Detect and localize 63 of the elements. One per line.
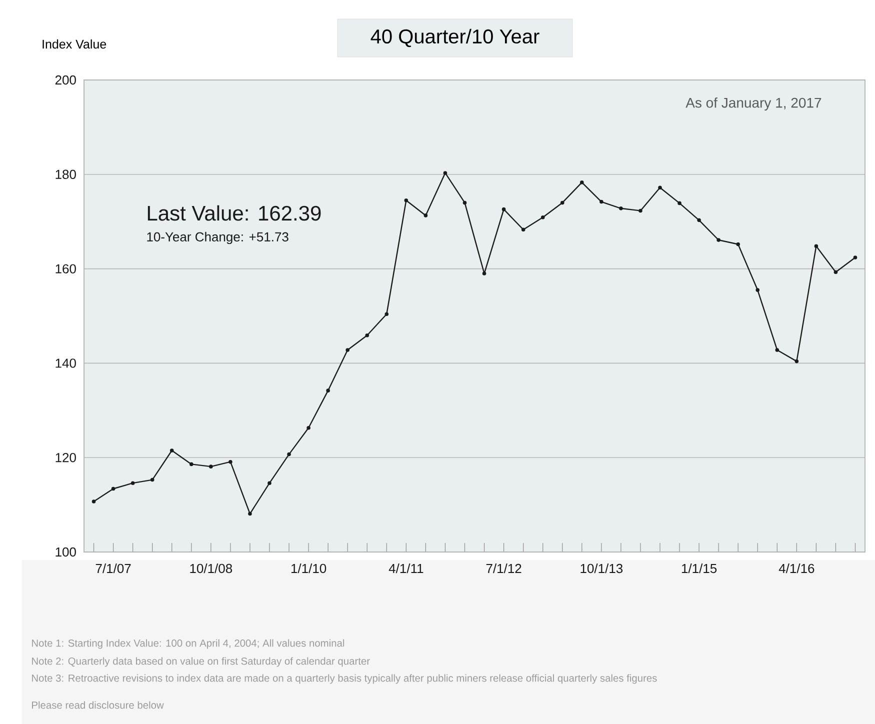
- y-tick-label: 100: [56, 547, 76, 557]
- point: [482, 272, 486, 276]
- point: [443, 171, 448, 175]
- point: [794, 359, 799, 364]
- y-tick-label: 120: [56, 452, 76, 462]
- x-tick-label: 1/1/15: [682, 564, 717, 574]
- text: Please read disclosure below: [32, 701, 164, 709]
- point: [346, 348, 350, 352]
- annotation: Last Value: 162.39: [148, 205, 321, 221]
- point: [521, 228, 526, 232]
- point: [404, 198, 408, 202]
- point: [248, 512, 252, 516]
- x-tick-label: 10/1/08: [190, 564, 232, 574]
- point: [697, 218, 701, 222]
- point: [462, 200, 467, 205]
- x-tick-label: 7/1/12: [486, 564, 522, 574]
- point: [111, 486, 116, 491]
- text: Note 1: Starting Index Value: 100 on April 4, 2004; All values nominal: [32, 639, 344, 649]
- point: [326, 388, 330, 392]
- annotation: 10-Year Change: +51.73: [147, 232, 288, 244]
- point: [424, 214, 428, 218]
- y-tick-label: 180: [56, 170, 76, 179]
- point: [716, 238, 720, 242]
- x-tick-label: 10/1/13: [580, 564, 623, 574]
- point: [678, 201, 682, 206]
- y-tick-label: 200: [55, 75, 76, 85]
- y-axis-title: Index Value: [42, 39, 106, 49]
- point: [189, 462, 194, 466]
- point: [540, 215, 545, 220]
- point: [619, 206, 623, 210]
- point: [287, 452, 291, 456]
- point: [834, 270, 838, 274]
- point: [756, 288, 760, 292]
- point: [775, 348, 780, 352]
- annotation: As of January 1, 2017: [686, 97, 822, 111]
- x-tick-label: 4/1/16: [778, 564, 814, 574]
- x-tick-label: 7/1/07: [96, 564, 131, 574]
- point: [502, 207, 506, 212]
- x-tick-label: 4/1/11: [388, 564, 424, 574]
- point: [814, 244, 818, 248]
- y-tick-label: 140: [56, 358, 76, 368]
- point: [853, 256, 858, 260]
- point: [130, 481, 135, 485]
- point: [365, 333, 370, 338]
- point: [638, 208, 642, 213]
- point: [150, 478, 154, 482]
- chart-title: 40 Quarter/10 Year: [370, 28, 540, 48]
- point: [580, 180, 584, 184]
- point: [268, 481, 272, 485]
- text: Note 3: Retroactive revisions to index data are made on a quarterly basis typically after public miners release official quarterly sales figures: [32, 674, 657, 684]
- point: [736, 242, 740, 246]
- x-tick-label: 1/1/10: [291, 564, 326, 574]
- point: [560, 200, 564, 205]
- point: [384, 312, 389, 316]
- point: [658, 186, 662, 190]
- point: [170, 448, 174, 452]
- point: [600, 200, 604, 204]
- point: [228, 460, 232, 464]
- text: Note 2: Quarterly data based on value on first Saturday of calendar quarter: [32, 657, 370, 667]
- y-tick-label: 160: [56, 264, 76, 274]
- point: [306, 426, 310, 430]
- point: [209, 464, 213, 468]
- point: [92, 500, 96, 504]
